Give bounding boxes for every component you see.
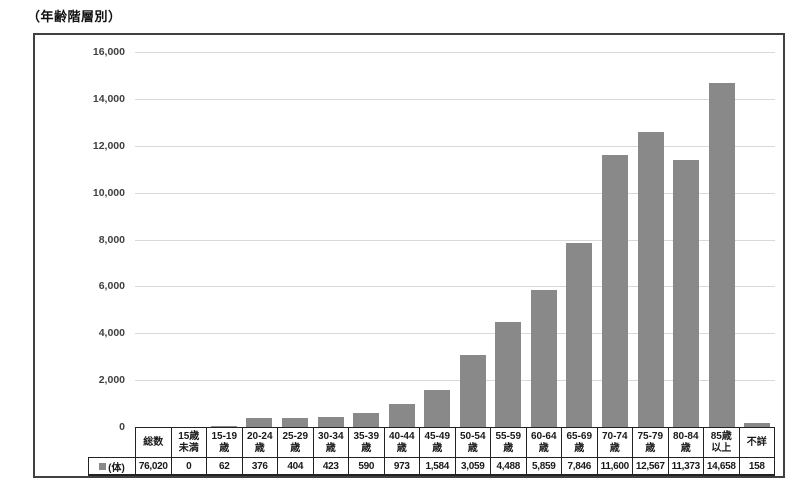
y-axis-tick-label: 2,000	[98, 374, 125, 386]
y-gridline	[135, 240, 775, 241]
table-header-row: 総数 15歳 未満 15-19 歳 20-24 歳 25-29 歳 30-34 歳 35-3…	[135, 427, 775, 457]
bar-11	[531, 290, 557, 427]
table-header-cell-13: 70-74 歳	[598, 428, 633, 457]
table-value-cell-9: 3,059	[456, 458, 491, 474]
table-header-cell-7: 40-44 歳	[385, 428, 420, 457]
bar-13	[602, 155, 628, 427]
table-header-cell-10: 55-59 歳	[491, 428, 527, 457]
table-value-cell-4: 404	[278, 458, 314, 474]
y-axis-tick-label: 10,000	[92, 187, 125, 199]
table-value-cell-8: 1,584	[420, 458, 456, 474]
table-header-cell-0: 総数	[136, 428, 172, 457]
table-value-cell-13: 11,600	[598, 458, 633, 474]
table-header-cell-16: 85歳 以上	[704, 428, 740, 457]
bar-4	[282, 418, 308, 427]
plot-area	[135, 52, 775, 427]
bar-6	[353, 413, 379, 427]
data-table: 総数 15歳 未満 15-19 歳 20-24 歳 25-29 歳 30-34 歳 35-3…	[88, 427, 775, 476]
table-value-cell-14: 12,567	[633, 458, 669, 474]
y-gridline	[135, 333, 775, 334]
table-header-cell-1: 15歳 未満	[172, 428, 207, 457]
y-gridline	[135, 286, 775, 287]
bar-15	[673, 160, 699, 427]
table-header-cell-5: 30-34 歳	[314, 428, 349, 457]
legend-cell: (体)	[89, 458, 136, 474]
table-value-cell-6: 590	[349, 458, 385, 474]
y-axis-tick-label: 8,000	[98, 234, 125, 246]
y-axis-tick-label: 4,000	[98, 327, 125, 339]
table-header-cell-9: 50-54 歳	[456, 428, 491, 457]
y-axis-tick-label: 0	[119, 421, 125, 433]
y-axis-tick-label: 6,000	[98, 280, 125, 292]
table-value-row: (体) 76,020 0 62 376 404 423 590 973 1,584 3,059 4,…	[88, 457, 775, 476]
table-header-cell-15: 80-84 歳	[669, 428, 704, 457]
bar-8	[424, 390, 450, 427]
y-gridline	[135, 193, 775, 194]
chart-frame: 総数 15歳 未満 15-19 歳 20-24 歳 25-29 歳 30-34 歳 35-3…	[33, 33, 785, 478]
legend-swatch-icon	[99, 462, 107, 470]
table-value-cell-15: 11,373	[669, 458, 704, 474]
table-value-cell-7: 973	[385, 458, 420, 474]
table-header-cell-4: 25-29 歳	[278, 428, 314, 457]
table-value-cell-11: 5,859	[527, 458, 562, 474]
table-value-cell-3: 376	[243, 458, 278, 474]
bar-3	[246, 418, 272, 427]
table-value-cell-12: 7,846	[562, 458, 598, 474]
table-header-cell-6: 35-39 歳	[349, 428, 385, 457]
table-value-cell-0: 76,020	[136, 458, 172, 474]
table-value-cell-1: 0	[172, 458, 207, 474]
table-header-cell-12: 65-69 歳	[562, 428, 598, 457]
bar-17	[744, 423, 770, 427]
table-header-cell-2: 15-19 歳	[207, 428, 243, 457]
table-value-cell-5: 423	[314, 458, 349, 474]
legend-series-label: (体)	[108, 462, 125, 474]
table-header-cell-11: 60-64 歳	[527, 428, 562, 457]
y-gridline	[135, 146, 775, 147]
y-axis-tick-label: 16,000	[92, 46, 125, 58]
y-axis-tick-label: 14,000	[92, 93, 125, 105]
table-value-cell-10: 4,488	[491, 458, 527, 474]
table-header-cell-8: 45-49 歳	[420, 428, 456, 457]
bar-2	[211, 426, 237, 427]
bar-5	[318, 417, 344, 427]
y-axis-tick-label: 12,000	[92, 140, 125, 152]
bar-16	[709, 83, 735, 427]
table-header-cell-17: 不詳	[740, 428, 775, 457]
table-value-cell-17: 158	[740, 458, 775, 474]
bar-7	[389, 404, 415, 427]
y-gridline	[135, 52, 775, 53]
table-value-cell-2: 62	[207, 458, 243, 474]
bar-9	[460, 355, 486, 427]
table-header-cell-3: 20-24 歳	[243, 428, 278, 457]
y-gridline	[135, 99, 775, 100]
bar-14	[638, 132, 664, 427]
bar-12	[566, 243, 592, 427]
table-header-cell-14: 75-79 歳	[633, 428, 669, 457]
bar-10	[495, 322, 521, 427]
table-value-cell-16: 14,658	[704, 458, 740, 474]
y-gridline	[135, 380, 775, 381]
chart-title: （年齢階層別）	[27, 9, 122, 24]
